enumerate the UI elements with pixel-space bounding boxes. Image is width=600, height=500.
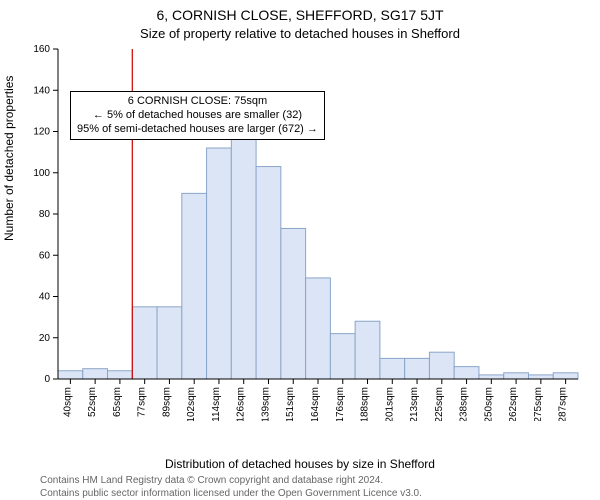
footer-line-1: Contains HM Land Registry data © Crown c…	[40, 475, 590, 488]
x-tick-label: 52sqm	[87, 387, 98, 417]
histogram-bar	[528, 375, 553, 379]
svg-text:120: 120	[33, 127, 50, 138]
annotation-line-1: 6 CORNISH CLOSE: 75sqm	[77, 95, 318, 109]
x-tick-label: 65sqm	[112, 387, 123, 417]
x-tick-label: 164sqm	[310, 387, 321, 421]
histogram-bar	[330, 334, 355, 379]
x-tick-label: 275sqm	[533, 387, 544, 421]
chart-subtitle: Size of property relative to detached ho…	[0, 24, 600, 41]
annotation-line-3: 95% of semi-detached houses are larger (…	[77, 123, 318, 137]
svg-text:140: 140	[33, 85, 50, 96]
histogram-bar	[83, 369, 108, 379]
x-tick-label: 176sqm	[335, 387, 346, 421]
svg-text:80: 80	[39, 209, 51, 220]
histogram-bar	[132, 307, 157, 379]
chart-title: 6, CORNISH CLOSE, SHEFFORD, SG17 5JT	[0, 0, 600, 24]
x-tick-label: 238sqm	[459, 387, 470, 421]
histogram-bar	[231, 136, 256, 379]
histogram-bar	[504, 373, 529, 379]
svg-text:100: 100	[33, 168, 50, 179]
chart-container: Number of detached properties 0 20 40 60 80 1…	[0, 41, 600, 461]
histogram-bar	[405, 359, 430, 380]
y-axis-label: Number of detached properties	[2, 76, 16, 241]
x-tick-label: 114sqm	[211, 387, 222, 421]
histogram-bar	[306, 278, 331, 379]
svg-text:0: 0	[44, 374, 50, 385]
x-tick-label: 102sqm	[186, 387, 197, 421]
svg-text:160: 160	[33, 44, 50, 55]
histogram-bar	[380, 359, 405, 380]
x-tick-label: 126sqm	[236, 387, 247, 421]
histogram-bar	[553, 373, 578, 379]
histogram-bar	[454, 367, 479, 379]
histogram-bar	[182, 194, 207, 380]
svg-text:60: 60	[39, 250, 51, 261]
annotation-line-2: ← 5% of detached houses are smaller (32)	[77, 109, 318, 123]
histogram-bar	[58, 371, 83, 379]
footer-line-2: Contains public sector information licen…	[40, 488, 590, 500]
x-tick-label: 201sqm	[384, 387, 395, 421]
x-tick-label: 40sqm	[62, 387, 73, 417]
histogram-bar	[207, 148, 232, 379]
annotation-box: 6 CORNISH CLOSE: 75sqm ← 5% of detached …	[70, 91, 325, 140]
x-tick-label: 139sqm	[260, 387, 271, 421]
histogram-bar	[157, 307, 182, 379]
histogram-bar	[108, 371, 133, 379]
x-tick-label: 213sqm	[409, 387, 420, 421]
histogram-bar	[256, 167, 281, 379]
x-tick-label: 287sqm	[558, 387, 569, 421]
x-tick-label: 225sqm	[434, 387, 445, 421]
histogram-bar	[281, 229, 306, 380]
x-tick-label: 151sqm	[285, 387, 296, 421]
histogram-bar	[429, 352, 454, 379]
histogram-bar	[479, 375, 504, 379]
footer-attribution: Contains HM Land Registry data © Crown c…	[0, 471, 600, 500]
histogram-bar	[355, 321, 380, 379]
x-tick-label: 250sqm	[483, 387, 494, 421]
x-tick-label: 188sqm	[360, 387, 371, 421]
x-tick-label: 89sqm	[161, 387, 172, 417]
svg-text:40: 40	[39, 292, 51, 303]
svg-text:20: 20	[39, 333, 51, 344]
x-tick-label: 77sqm	[137, 387, 148, 417]
x-tick-label: 262sqm	[508, 387, 519, 421]
